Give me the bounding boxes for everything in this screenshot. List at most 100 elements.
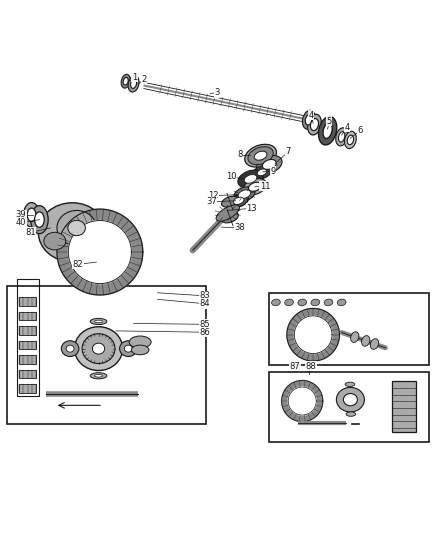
Ellipse shape: [302, 110, 315, 130]
Text: 11: 11: [260, 182, 270, 191]
Ellipse shape: [336, 387, 364, 412]
Ellipse shape: [311, 118, 318, 131]
Text: 9: 9: [270, 166, 276, 175]
Ellipse shape: [92, 343, 105, 354]
Text: 8: 8: [237, 150, 243, 159]
Ellipse shape: [129, 336, 151, 348]
Ellipse shape: [233, 197, 244, 205]
Text: 1: 1: [132, 73, 137, 82]
Ellipse shape: [351, 332, 359, 342]
Ellipse shape: [216, 205, 240, 221]
Ellipse shape: [124, 345, 132, 352]
Polygon shape: [294, 316, 332, 353]
Polygon shape: [227, 201, 233, 217]
Text: 88: 88: [306, 362, 316, 371]
Ellipse shape: [131, 345, 149, 355]
Polygon shape: [287, 309, 339, 361]
Ellipse shape: [90, 318, 107, 325]
Polygon shape: [282, 381, 323, 422]
Text: 85: 85: [200, 320, 210, 329]
Ellipse shape: [305, 115, 312, 125]
Ellipse shape: [257, 156, 282, 173]
Ellipse shape: [336, 128, 348, 146]
Ellipse shape: [248, 147, 273, 165]
Ellipse shape: [66, 345, 74, 352]
Ellipse shape: [337, 299, 346, 306]
Ellipse shape: [222, 212, 238, 223]
Ellipse shape: [307, 114, 321, 135]
Ellipse shape: [345, 131, 356, 149]
Text: 87: 87: [290, 362, 300, 371]
Polygon shape: [288, 387, 316, 415]
Bar: [17, 279, 39, 397]
Ellipse shape: [123, 77, 128, 85]
Polygon shape: [68, 221, 131, 284]
Text: 84: 84: [200, 299, 210, 308]
Text: 2: 2: [141, 75, 146, 84]
Ellipse shape: [61, 341, 79, 357]
Text: 39: 39: [16, 211, 26, 219]
Polygon shape: [57, 209, 143, 295]
Ellipse shape: [318, 117, 337, 145]
Ellipse shape: [44, 232, 66, 250]
Ellipse shape: [311, 299, 320, 306]
Ellipse shape: [229, 195, 248, 207]
Ellipse shape: [39, 203, 106, 262]
Bar: [392, 381, 416, 432]
Ellipse shape: [245, 144, 276, 167]
Ellipse shape: [31, 206, 48, 233]
Ellipse shape: [347, 135, 353, 144]
Ellipse shape: [243, 179, 267, 195]
Ellipse shape: [254, 151, 267, 160]
Ellipse shape: [257, 169, 267, 176]
Ellipse shape: [324, 299, 333, 306]
Bar: [19, 326, 36, 335]
Ellipse shape: [323, 123, 332, 139]
Ellipse shape: [95, 320, 102, 323]
Ellipse shape: [74, 327, 123, 370]
Text: 3: 3: [214, 88, 219, 97]
Ellipse shape: [35, 212, 44, 228]
Text: 86: 86: [200, 328, 210, 337]
Text: 38: 38: [235, 223, 245, 232]
Ellipse shape: [95, 375, 102, 377]
Bar: [19, 312, 36, 320]
Ellipse shape: [82, 334, 115, 364]
Ellipse shape: [345, 382, 355, 386]
Text: 40: 40: [16, 218, 26, 227]
Text: 4: 4: [345, 123, 350, 132]
Text: 13: 13: [247, 204, 257, 213]
Text: 12: 12: [208, 191, 219, 200]
Ellipse shape: [371, 338, 378, 349]
Bar: [19, 297, 36, 306]
Text: 83: 83: [200, 292, 210, 301]
Ellipse shape: [343, 393, 357, 406]
Ellipse shape: [262, 159, 276, 169]
Ellipse shape: [128, 76, 139, 92]
Ellipse shape: [238, 190, 251, 199]
Bar: [269, 372, 429, 442]
Text: 7: 7: [286, 147, 291, 156]
Ellipse shape: [234, 187, 255, 201]
Ellipse shape: [346, 412, 356, 416]
Ellipse shape: [244, 175, 257, 183]
Text: 82: 82: [73, 260, 83, 269]
Ellipse shape: [24, 203, 39, 227]
Ellipse shape: [90, 373, 107, 379]
Text: 6: 6: [357, 126, 363, 135]
Text: 4: 4: [308, 111, 314, 120]
Bar: [19, 370, 36, 378]
Ellipse shape: [272, 299, 280, 306]
Ellipse shape: [285, 299, 293, 306]
Ellipse shape: [362, 336, 370, 346]
Bar: [19, 341, 36, 350]
Ellipse shape: [339, 132, 345, 142]
Ellipse shape: [298, 299, 307, 306]
Bar: [269, 293, 429, 365]
Ellipse shape: [131, 79, 137, 88]
Ellipse shape: [252, 166, 272, 179]
Ellipse shape: [57, 211, 96, 246]
Bar: [7, 286, 206, 424]
Text: 5: 5: [327, 117, 332, 126]
Ellipse shape: [27, 208, 36, 222]
